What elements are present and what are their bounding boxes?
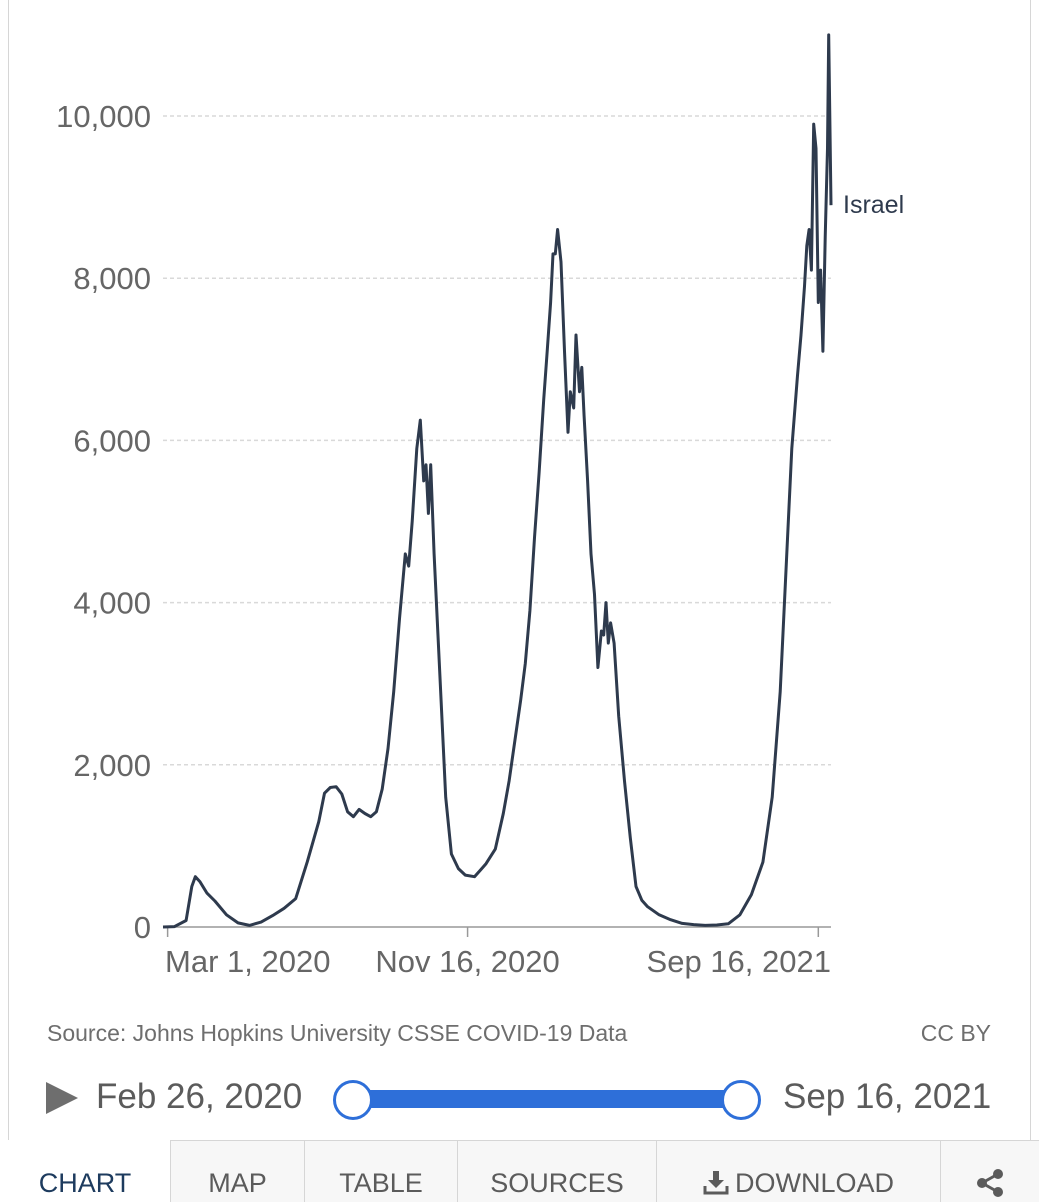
y-axis-ticks: 0 2,000 4,000 6,000 8,000 10,000 xyxy=(56,99,151,945)
series-line-israel xyxy=(162,33,833,929)
tab-map[interactable]: MAP xyxy=(170,1140,304,1202)
tab-download[interactable]: DOWNLOAD xyxy=(656,1140,940,1202)
timeline-end-handle[interactable] xyxy=(721,1080,761,1120)
tab-download-label: DOWNLOAD xyxy=(734,1168,894,1198)
play-icon[interactable] xyxy=(44,1080,80,1116)
download-icon xyxy=(703,1171,729,1195)
y-tick-label: 10,000 xyxy=(56,99,151,134)
grid-lines xyxy=(163,115,831,766)
timeline-start-handle[interactable] xyxy=(333,1080,373,1120)
x-axis: Mar 1, 2020 Nov 16, 2020 Sep 16, 2021 xyxy=(163,926,831,979)
tab-sources-label: SOURCES xyxy=(490,1168,624,1198)
tab-chart-label: CHART xyxy=(38,1168,132,1198)
tab-sources[interactable]: SOURCES xyxy=(457,1140,656,1202)
chart-frame-right-border xyxy=(1030,0,1031,1140)
x-tick-label: Nov 16, 2020 xyxy=(375,944,559,979)
y-tick-label: 8,000 xyxy=(73,261,151,296)
timeline-slider[interactable] xyxy=(330,1078,762,1122)
series-layer: Israel xyxy=(162,33,904,929)
timeline-slider-track[interactable] xyxy=(350,1090,742,1108)
tab-chart[interactable]: CHART xyxy=(0,1140,170,1202)
x-tick-label: Mar 1, 2020 xyxy=(165,944,330,979)
y-tick-label: 4,000 xyxy=(73,586,151,621)
x-tick-label: Sep 16, 2021 xyxy=(647,944,831,979)
chart-frame-left-border xyxy=(8,0,9,1140)
series-end-label: Israel xyxy=(843,191,904,219)
source-note: Source: Johns Hopkins University CSSE CO… xyxy=(47,1020,628,1046)
tab-table[interactable]: TABLE xyxy=(304,1140,457,1202)
y-tick-label: 6,000 xyxy=(73,423,151,458)
line-chart: 0 2,000 4,000 6,000 8,000 10,000 Mar 1, 2020 N… xyxy=(56,33,904,979)
license-label[interactable]: CC BY xyxy=(920,1020,991,1046)
timeline-start-date: Feb 26, 2020 xyxy=(96,1077,303,1116)
share-button[interactable] xyxy=(940,1140,1039,1202)
y-tick-label: 0 xyxy=(134,910,151,945)
timeline-end-date: Sep 16, 2021 xyxy=(783,1077,992,1116)
tab-table-label: TABLE xyxy=(339,1168,423,1198)
tab-bar: CHART MAP TABLE SOURCES DOWNLOAD xyxy=(0,1140,1039,1202)
y-tick-label: 2,000 xyxy=(73,748,151,783)
tab-map-label: MAP xyxy=(208,1168,267,1198)
share-icon xyxy=(977,1169,1003,1197)
